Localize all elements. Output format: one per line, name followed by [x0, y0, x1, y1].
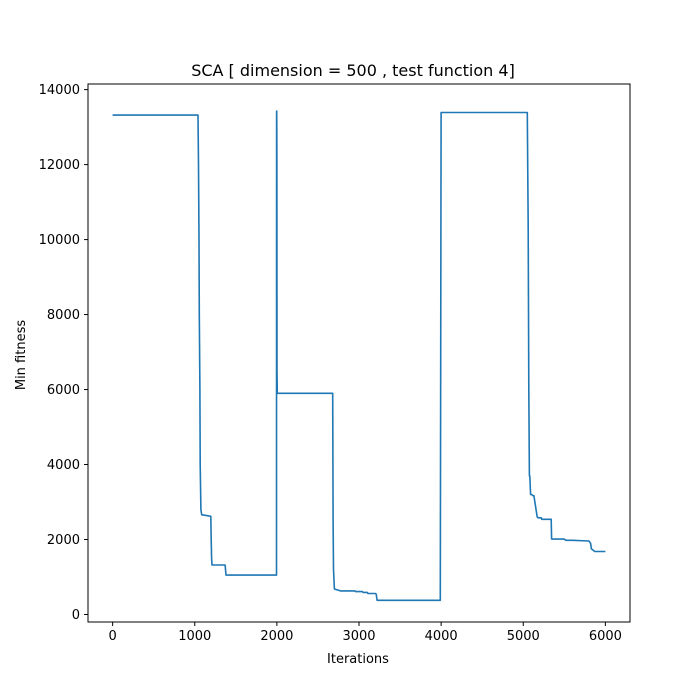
y-axis: 0 2000 4000 6000 8000 10000 12000 14000 — [39, 83, 88, 623]
x-tick-label: 1000 — [178, 629, 211, 644]
x-axis: 0 1000 2000 3000 4000 5000 6000 — [108, 622, 622, 644]
x-tick-label: 4000 — [425, 629, 458, 644]
y-axis-label: Min fitness — [14, 320, 29, 390]
y-tick-label: 0 — [72, 608, 80, 623]
x-axis-label: Iterations — [327, 652, 389, 667]
x-tick-label: 0 — [108, 629, 116, 644]
x-tick-label: 2000 — [260, 629, 293, 644]
x-tick-label: 3000 — [342, 629, 375, 644]
series-line — [112, 110, 606, 602]
y-tick-label: 10000 — [39, 233, 80, 248]
plot-frame — [87, 83, 631, 623]
chart-title: SCA [ dimension = 500 , test function 4] — [191, 61, 515, 80]
y-tick-label: 4000 — [47, 458, 80, 473]
y-tick-label: 6000 — [47, 383, 80, 398]
y-tick-label: 14000 — [39, 83, 80, 98]
plot-area — [112, 110, 606, 602]
y-tick-label: 2000 — [47, 533, 80, 548]
x-tick-label: 5000 — [507, 629, 540, 644]
y-tick-label: 12000 — [39, 158, 80, 173]
y-tick-label: 8000 — [47, 308, 80, 323]
x-tick-label: 6000 — [589, 629, 622, 644]
